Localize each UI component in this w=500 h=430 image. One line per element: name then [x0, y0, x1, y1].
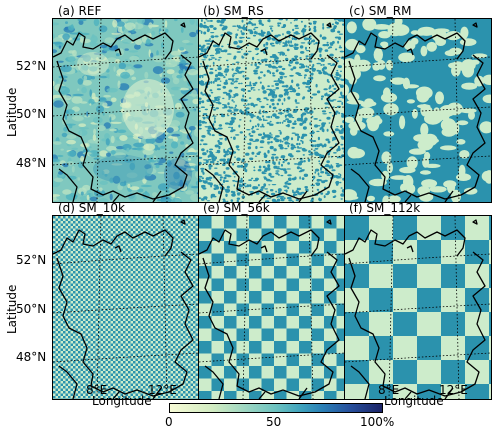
lon-tick-8-e: 8°E [86, 383, 108, 397]
colorbar-tick-0: 0 [165, 415, 173, 429]
map-c [345, 19, 491, 202]
country-borders [53, 219, 194, 399]
overlay [199, 216, 345, 399]
country-borders [345, 219, 486, 399]
panel-c-sm-rm-map [344, 18, 492, 203]
panel-d-title: (d) SM_10k [58, 201, 125, 215]
lat-tick-50-top: 50°N [16, 107, 47, 121]
checker-10k [53, 216, 199, 399]
lat-tick-50-bottom: 50°N [16, 302, 47, 316]
overlay [345, 216, 491, 399]
panel-c-title: (c) SM_RM [349, 4, 412, 18]
map-a [53, 19, 199, 202]
reference-field [53, 19, 199, 202]
checker-112k [345, 216, 491, 399]
panel-a-ref-map [52, 18, 200, 203]
graticule [53, 216, 199, 399]
graticule [345, 216, 491, 399]
panel-f-sm-112k-map [344, 215, 492, 400]
colorbar-tick-50: 50 [266, 415, 282, 429]
panel-e-sm-56k-map [198, 215, 346, 400]
map-b [199, 19, 345, 202]
country-borders [53, 22, 194, 202]
colorbar [169, 403, 383, 413]
lat-tick-48-bottom: 48°N [16, 350, 47, 364]
graticule [199, 19, 345, 202]
panel-a-title: (a) REF [58, 4, 102, 18]
lon-tick-12-e: 12°E [148, 383, 177, 397]
map-e [199, 216, 345, 399]
lat-tick-52-top: 52°N [16, 59, 47, 73]
map-f [345, 216, 491, 399]
graticule [199, 216, 345, 399]
lat-tick-52-bottom: 52°N [16, 253, 47, 267]
country-borders [199, 219, 340, 399]
country-borders [345, 22, 486, 202]
overlay [53, 216, 199, 399]
panel-e-title: (e) SM_56k [203, 201, 270, 215]
lon-tick-12-f: 12°E [439, 383, 468, 397]
overlay [345, 19, 491, 202]
panel-d-sm-10k-map [52, 215, 200, 400]
x-axis-label-d: Longitude [92, 394, 152, 408]
checker-56k [199, 216, 345, 399]
lon-tick-8-f: 8°E [378, 383, 400, 397]
random-spot-field [199, 19, 345, 202]
graticule [53, 19, 199, 202]
x-axis-label-f: Longitude [384, 394, 444, 408]
lat-tick-48-top: 48°N [16, 156, 47, 170]
panel-f-title: (f) SM_112k [349, 201, 421, 215]
panel-b-sm-rs-map [198, 18, 346, 203]
panel-b-title: (b) SM_RS [203, 4, 264, 18]
map-d [53, 216, 199, 399]
overlay [199, 19, 345, 202]
overlay [53, 19, 199, 202]
graticule [345, 19, 491, 202]
colorbar-tick-100: 100% [360, 415, 395, 429]
country-borders [199, 22, 340, 202]
